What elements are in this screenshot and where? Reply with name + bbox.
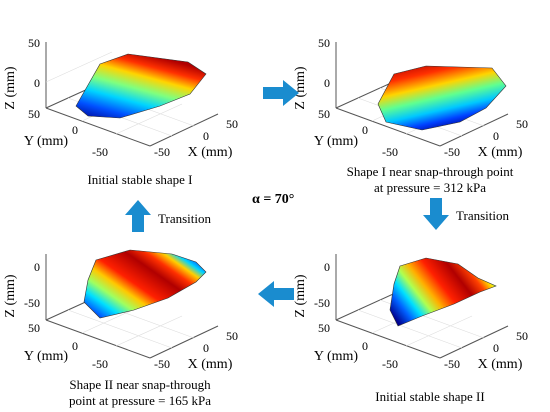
caption-shape-2-near-snap-through: Shape II near snap-through point at pres… [68,377,211,408]
surface-shape-1-snap [377,65,507,131]
plot-shape-1-near-snap-through: 50 0 Z (mm) 50 0 -50 Y (mm) 50 0 -50 X (… [293,36,528,160]
z-axis-label: Z (mm) [3,66,18,109]
y-tick-50: 50 [28,107,40,121]
x-tick-neg50: -50 [444,357,460,371]
y-tick-0: 0 [72,123,78,137]
x-tick-50: 50 [226,117,238,131]
y-tick-0: 0 [362,123,368,137]
z-tick-0: 0 [324,260,330,274]
caption-initial-stable-shape-1: Initial stable shape I [87,172,193,187]
z-tick-0: 0 [34,260,40,274]
z-tick-neg50: -50 [24,296,40,310]
y-axis-label: Y (mm) [314,134,359,149]
x-axis-label: X (mm) [478,145,523,160]
plot-shape-2-near-snap-through: 0 -50 Z (mm) 50 0 -50 Y (mm) 50 0 -50 X … [3,249,238,372]
y-axis-label: Y (mm) [24,134,69,149]
arrow-up-icon [125,200,151,232]
arrow-right-icon [263,80,299,106]
y-tick-neg50: -50 [92,145,108,159]
y-tick-neg50: -50 [382,357,398,371]
x-tick-50: 50 [516,117,528,131]
grid-lines [67,299,195,349]
x-tick-50: 50 [226,329,238,343]
x-tick-0: 0 [493,129,499,143]
x-tick-0: 0 [493,341,499,355]
y-tick-neg50: -50 [92,357,108,371]
z-tick-neg50: -50 [314,296,330,310]
z-tick-0: 0 [34,76,40,90]
y-axis-label: Y (mm) [24,349,69,364]
plot-initial-stable-shape-1: 50 0 Z (mm) 50 0 -50 Y (mm) 50 0 -50 X (… [3,36,238,160]
caption-initial-stable-shape-2: Initial stable shape II [375,389,485,404]
x-tick-0: 0 [203,341,209,355]
axes-box [45,254,219,359]
x-tick-neg50: -50 [444,145,460,159]
transition-label-down: Transition [456,208,509,223]
x-tick-neg50: -50 [154,357,170,371]
caption-shape-1-near-snap-through: Shape I near snap-through point at press… [346,164,514,195]
z-tick-50: 50 [28,36,40,50]
z-axis-label: Z (mm) [293,66,308,109]
y-tick-50: 50 [318,107,330,121]
surface-shape-2 [389,257,497,327]
arrow-left-icon [258,281,294,307]
y-tick-50: 50 [318,321,330,335]
x-axis-label: X (mm) [188,357,233,372]
x-tick-50: 50 [516,329,528,343]
z-axis-label: Z (mm) [3,274,18,317]
transition-label-up: Transition [158,211,211,226]
surface-shape-2-snap [83,249,207,319]
x-axis-label: X (mm) [188,145,233,160]
z-axis-label: Z (mm) [293,274,308,317]
z-tick-0: 0 [324,76,330,90]
y-tick-0: 0 [72,339,78,353]
arrow-down-icon [423,198,449,230]
surface-shape-1 [75,53,207,119]
y-axis-label: Y (mm) [314,349,359,364]
z-tick-50: 50 [318,36,330,50]
y-tick-0: 0 [362,339,368,353]
y-tick-50: 50 [28,321,40,335]
x-tick-0: 0 [203,129,209,143]
x-axis-label: X (mm) [478,357,523,372]
axes-box [335,254,509,359]
plot-initial-stable-shape-2: 0 -50 Z (mm) 50 0 -50 Y (mm) 50 0 -50 X … [293,254,528,372]
x-tick-neg50: -50 [154,145,170,159]
alpha-angle-label: α = 70° [252,192,295,207]
y-tick-neg50: -50 [382,145,398,159]
